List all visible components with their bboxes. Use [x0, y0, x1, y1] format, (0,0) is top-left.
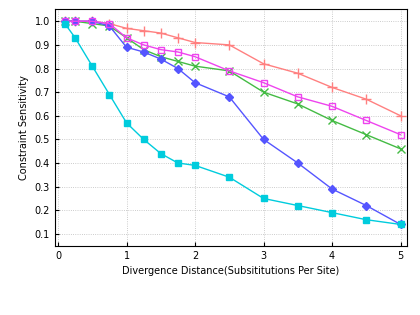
Lagan — [62, 20, 67, 23]
ClustalW — [295, 203, 300, 207]
Acana — [295, 72, 300, 75]
DiAlign — [330, 119, 335, 123]
Line: Avid: Avid — [62, 19, 403, 227]
Acana — [158, 31, 163, 35]
Lagan — [227, 69, 232, 73]
X-axis label: Divergence Distance(Subsititutions Per Site): Divergence Distance(Subsititutions Per S… — [122, 266, 340, 276]
ClustalW — [90, 64, 95, 68]
DiAlign — [141, 48, 146, 52]
DiAlign — [398, 147, 403, 151]
Acana — [176, 36, 181, 40]
Acana — [90, 20, 95, 23]
ClustalW — [192, 163, 197, 167]
ClustalW — [124, 121, 129, 125]
Acana — [124, 26, 129, 30]
DiAlign — [62, 20, 67, 23]
Avid — [90, 20, 95, 23]
DiAlign — [364, 133, 369, 137]
ClustalW — [330, 211, 335, 215]
ClustalW — [73, 36, 78, 40]
ClustalW — [62, 22, 67, 26]
Acana — [227, 43, 232, 47]
DiAlign — [158, 55, 163, 59]
Acana — [192, 41, 197, 44]
Avid — [330, 187, 335, 191]
Acana — [73, 20, 78, 23]
DiAlign — [261, 90, 266, 94]
Avid — [73, 20, 78, 23]
Lagan — [398, 133, 403, 137]
Acana — [330, 86, 335, 89]
Avid — [398, 222, 403, 226]
ClustalW — [398, 222, 403, 226]
Lagan — [90, 20, 95, 23]
Acana — [398, 114, 403, 117]
DiAlign — [107, 24, 112, 28]
Y-axis label: Constraint Sensitivity: Constraint Sensitivity — [19, 75, 29, 180]
DiAlign — [176, 60, 181, 63]
ClustalW — [176, 161, 181, 165]
Avid — [62, 20, 67, 23]
DiAlign — [295, 102, 300, 106]
Avid — [192, 81, 197, 84]
ClustalW — [158, 152, 163, 156]
Avid — [295, 161, 300, 165]
Line: Lagan: Lagan — [61, 18, 404, 138]
Lagan — [364, 119, 369, 123]
Lagan — [124, 36, 129, 40]
Line: Acana: Acana — [60, 16, 405, 121]
ClustalW — [107, 93, 112, 96]
Lagan — [141, 43, 146, 47]
Lagan — [158, 48, 163, 52]
ClustalW — [364, 218, 369, 222]
Avid — [261, 137, 266, 141]
Lagan — [261, 81, 266, 84]
Line: ClustalW: ClustalW — [61, 20, 404, 228]
Line: DiAlign: DiAlign — [61, 17, 405, 153]
Avid — [364, 203, 369, 207]
Avid — [158, 57, 163, 61]
DiAlign — [73, 20, 78, 23]
Lagan — [73, 20, 78, 23]
ClustalW — [261, 197, 266, 200]
DiAlign — [227, 69, 232, 73]
ClustalW — [227, 175, 232, 179]
Lagan — [176, 50, 181, 54]
Lagan — [330, 105, 335, 108]
Lagan — [295, 95, 300, 99]
ClustalW — [141, 137, 146, 141]
Lagan — [107, 22, 112, 26]
Avid — [141, 50, 146, 54]
Acana — [364, 97, 369, 101]
Avid — [227, 95, 232, 99]
DiAlign — [90, 22, 95, 26]
Acana — [107, 22, 112, 26]
Acana — [261, 62, 266, 66]
Acana — [141, 29, 146, 33]
Avid — [176, 66, 181, 70]
Acana — [62, 20, 67, 23]
DiAlign — [124, 36, 129, 40]
Avid — [107, 24, 112, 28]
Lagan — [192, 55, 197, 59]
DiAlign — [192, 64, 197, 68]
Avid — [124, 45, 129, 49]
